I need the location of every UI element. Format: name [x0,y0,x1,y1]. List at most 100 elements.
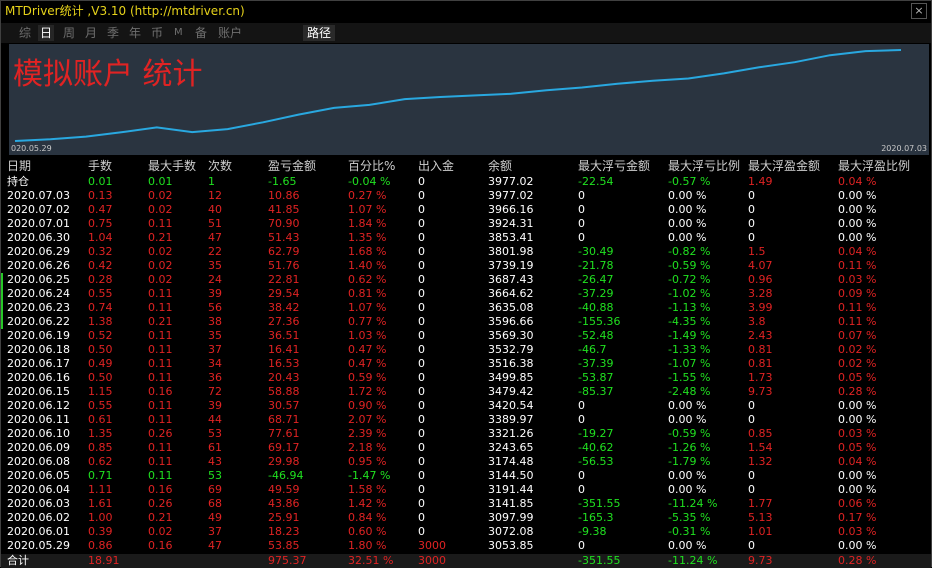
table-row[interactable]: 2020.06.17 0.49 0.11 34 16.53 0.47 % 0 3516.38 -… [1,357,931,371]
total-lots: 18.91 [88,554,120,567]
cell-max-float-profit-pct: 0.00 % [838,217,877,230]
cell-count: 39 [208,287,222,300]
table-row[interactable]: 2020.06.22 1.38 0.21 38 27.36 0.77 % 0 3596.66 -… [1,315,931,329]
cell-count: 35 [208,329,222,342]
table-row[interactable]: 2020.06.02 1.00 0.21 49 25.91 0.84 % 0 3097.99 -… [1,511,931,525]
table-row[interactable]: 2020.06.10 1.35 0.26 53 77.61 2.39 % 0 3321.26 -… [1,427,931,441]
cell-date: 2020.06.30 [7,231,70,244]
total-pl: 975.37 [268,554,307,567]
cell-io: 0 [418,217,425,230]
cell-balance: 3739.19 [488,259,534,272]
table-row[interactable]: 2020.06.04 1.11 0.16 69 49.59 1.58 % 0 3191.44 0… [1,483,931,497]
cell-date: 2020.06.09 [7,441,70,454]
table-row[interactable]: 2020.06.12 0.55 0.11 39 30.57 0.90 % 0 3420.54 0… [1,399,931,413]
table-total-row: 合计 18.91 975.37 32.51 % 3000 -351.55 -11.24 % 9… [1,554,931,568]
cell-date: 2020.07.02 [7,203,70,216]
tab-month[interactable]: 月 [85,26,98,40]
table-row[interactable]: 2020.06.23 0.74 0.11 56 38.42 1.07 % 0 3635.08 -… [1,301,931,315]
table-row[interactable]: 2020.06.18 0.50 0.11 37 16.41 0.47 % 0 3532.79 -… [1,343,931,357]
cell-pct: 0.81 % [348,287,387,300]
table-row[interactable]: 2020.06.30 1.04 0.21 47 51.43 1.35 % 0 3853.41 0… [1,231,931,245]
header-max-lots[interactable]: 最大手数 [148,159,197,173]
cell-max-float-loss: -26.47 [578,273,614,286]
header-balance[interactable]: 余额 [488,159,513,173]
cell-pct: 0.84 % [348,511,387,524]
close-icon[interactable]: × [911,3,927,19]
tab-quarter[interactable]: 季 [107,26,120,40]
cell-io: 0 [418,259,425,272]
cell-balance: 3977.02 [488,189,534,202]
cell-pl: 77.61 [268,427,300,440]
table-row[interactable]: 2020.07.02 0.47 0.02 40 41.85 1.07 % 0 3966.16 0… [1,203,931,217]
header-lots[interactable]: 手数 [88,159,113,173]
cell-max-float-profit: 1.54 [748,441,773,454]
table-row[interactable]: 持仓 0.01 0.01 1 -1.65 -0.04 % 0 3977.02 -22.54 -0.… [1,175,931,189]
tab-currency[interactable]: 币 [151,26,164,40]
cell-balance: 3144.50 [488,469,534,482]
tab-account[interactable]: 账户 [218,26,243,40]
cell-max-float-profit: 1.49 [748,175,773,188]
table-row[interactable]: 2020.06.29 0.32 0.02 22 62.79 1.68 % 0 3801.98 -… [1,245,931,259]
cell-count: 44 [208,413,222,426]
table-row[interactable]: 2020.06.26 0.42 0.02 35 51.76 1.40 % 0 3739.19 -… [1,259,931,273]
header-max-float-profit[interactable]: 最大浮盈金额 [748,159,821,173]
cell-lots: 0.28 [88,273,113,286]
row-marker [1,287,3,301]
table-row[interactable]: 2020.06.16 0.50 0.11 36 20.43 0.59 % 0 3499.85 -… [1,371,931,385]
table-row[interactable]: 2020.07.03 0.13 0.02 12 10.86 0.27 % 0 3977.02 0… [1,189,931,203]
table-row[interactable]: 2020.06.25 0.28 0.02 24 22.81 0.62 % 0 3687.43 -… [1,273,931,287]
cell-max-float-profit-pct: 0.04 % [838,455,877,468]
table-row[interactable]: 2020.06.05 0.71 0.11 53 -46.94 -1.47 % 0 3144.5… [1,469,931,483]
cell-balance: 3596.66 [488,315,534,328]
header-max-float-loss[interactable]: 最大浮亏金额 [578,159,651,173]
cell-pl: 20.43 [268,371,300,384]
table-row[interactable]: 2020.06.24 0.55 0.11 39 29.54 0.81 % 0 3664.62 -… [1,287,931,301]
header-count[interactable]: 次数 [208,159,233,173]
tab-summary[interactable]: 综 [19,26,32,40]
cell-max-lots: 0.02 [148,525,173,538]
tab-magic[interactable]: M [174,27,183,38]
tab-day[interactable]: 日 [38,25,55,41]
table-row[interactable]: 2020.06.03 1.61 0.26 68 43.86 1.42 % 0 3141.85 -… [1,497,931,511]
cell-io: 0 [418,525,425,538]
cell-pl: 22.81 [268,273,300,286]
cell-pl: -1.65 [268,175,297,188]
cell-max-float-profit-pct: 0.05 % [838,371,877,384]
header-max-float-loss-pct[interactable]: 最大浮亏比例 [668,159,741,173]
cell-max-float-profit-pct: 0.07 % [838,329,877,342]
cell-max-float-loss: -46.7 [578,343,607,356]
table-row[interactable]: 2020.06.09 0.85 0.11 61 69.17 2.18 % 0 3243.65 -… [1,441,931,455]
table-row[interactable]: 2020.06.15 1.15 0.16 72 58.88 1.72 % 0 3479.42 -… [1,385,931,399]
header-pct[interactable]: 百分比% [348,159,396,173]
tab-year[interactable]: 年 [129,26,142,40]
tab-week[interactable]: 周 [63,26,76,40]
cell-max-float-loss: -37.29 [578,287,614,300]
table-row[interactable]: 2020.07.01 0.75 0.11 51 70.90 1.84 % 0 3924.31 0… [1,217,931,231]
cell-pl: 49.59 [268,483,300,496]
table-row[interactable]: 2020.06.19 0.52 0.11 35 36.51 1.03 % 0 3569.30 -… [1,329,931,343]
cell-date: 2020.06.24 [7,287,70,300]
cell-max-float-loss-pct: 0.00 % [668,483,707,496]
cell-io: 3000 [418,539,446,552]
tab-note[interactable]: 备 [195,26,208,40]
table-row[interactable]: 2020.06.08 0.62 0.11 43 29.98 0.95 % 0 3174.48 -… [1,455,931,469]
header-max-float-profit-pct[interactable]: 最大浮盈比例 [838,159,911,173]
cell-count: 40 [208,203,222,216]
header-io[interactable]: 出入金 [418,159,455,173]
row-marker [1,301,3,315]
cell-pct: 1.42 % [348,497,387,510]
cell-max-float-profit: 0 [748,413,755,426]
cell-count: 56 [208,301,222,314]
table-row[interactable]: 2020.06.01 0.39 0.02 37 18.23 0.60 % 0 3072.08 -… [1,525,931,539]
cell-count: 43 [208,455,222,468]
cell-pl: 25.91 [268,511,300,524]
table-row[interactable]: 2020.05.29 0.86 0.16 47 53.85 1.80 % 3000 3053.… [1,539,931,553]
cell-max-lots: 0.21 [148,231,173,244]
route-button[interactable]: 路径 [303,25,336,41]
header-pl[interactable]: 盈亏金额 [268,159,317,173]
header-date[interactable]: 日期 [7,159,32,173]
table-row[interactable]: 2020.06.11 0.61 0.11 44 68.71 2.07 % 0 3389.97 0… [1,413,931,427]
cell-pct: -1.47 % [348,469,391,482]
total-io: 3000 [418,554,446,567]
cell-max-float-profit-pct: 0.00 % [838,399,877,412]
